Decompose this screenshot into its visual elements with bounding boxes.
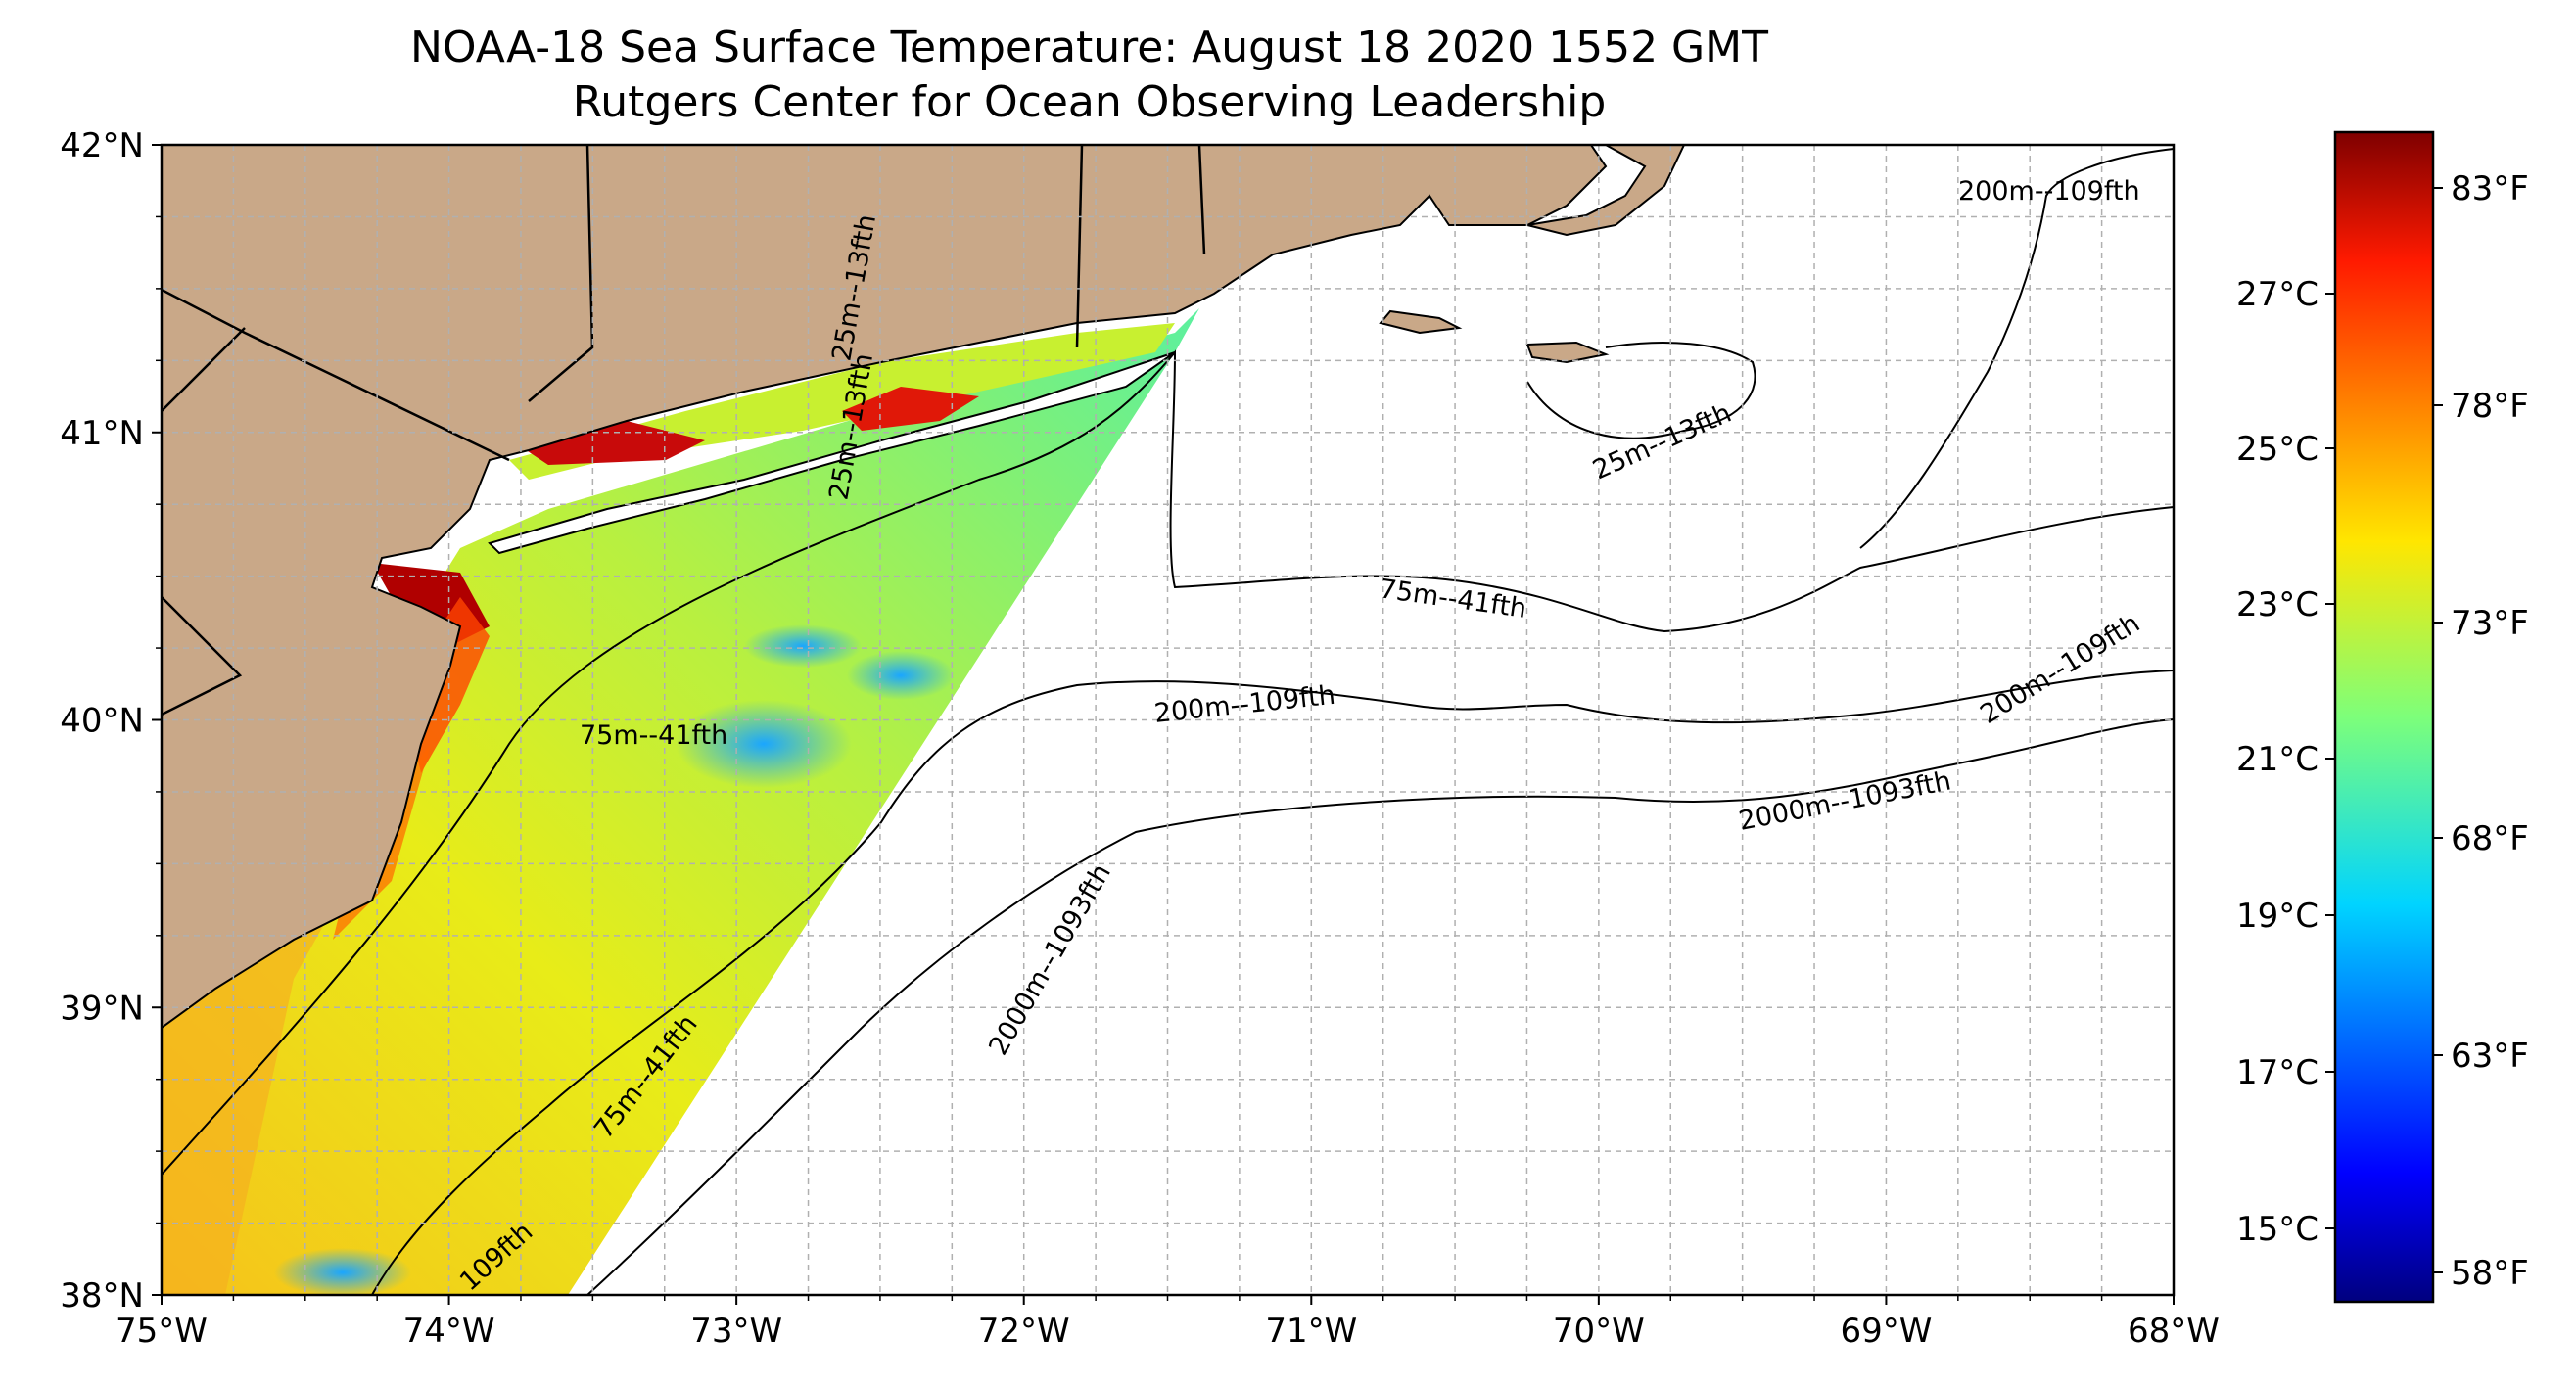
contour-200m — [371, 670, 2174, 1295]
land-new-england — [162, 145, 1608, 1030]
x-tick-label: 72°W — [978, 1312, 1070, 1351]
colorbar-fahrenheit-label: 73°F — [2451, 604, 2529, 643]
colorbar-celsius-label: 21°C — [2236, 740, 2318, 779]
cool-water-patch — [274, 1248, 411, 1295]
warm-water — [842, 387, 979, 431]
colorbar-celsius-label: 19°C — [2236, 897, 2318, 936]
colorbar-celsius-label: 27°C — [2236, 275, 2318, 314]
sst-swath — [162, 308, 1199, 1295]
x-tick-label: 71°W — [1265, 1312, 1357, 1351]
colorbar-fahrenheit-label: 58°F — [2451, 1254, 2529, 1293]
colorbar-celsius-ticks: 27°C 25°C 23°C 21°C 19°C 17°C 15°C — [2236, 275, 2335, 1249]
y-tick-label: 39°N — [60, 989, 144, 1028]
x-tick-label: 70°W — [1553, 1312, 1645, 1351]
colorbar-celsius-label: 17°C — [2236, 1053, 2318, 1092]
colorbar-celsius-label: 15°C — [2236, 1210, 2318, 1249]
x-tick-label: 68°W — [2128, 1312, 2220, 1351]
land-nantucket — [1525, 341, 1610, 364]
map-gridlines — [162, 145, 2174, 1295]
colorbar-fahrenheit-label: 83°F — [2451, 169, 2529, 208]
land-long-island — [488, 351, 1176, 555]
state-border — [162, 596, 243, 716]
contour-200m-east — [1859, 148, 2174, 549]
colorbar-fahrenheit-ticks: 83°F 78°F 73°F 68°F 63°F 58°F — [2433, 169, 2529, 1293]
state-border — [528, 145, 594, 402]
colorbar-fahrenheit-label: 78°F — [2451, 387, 2529, 426]
x-tick-label: 75°W — [116, 1312, 208, 1351]
state-border — [162, 327, 246, 412]
colorbar-fahrenheit-label: 68°F — [2451, 819, 2529, 858]
land-marthas-vineyard — [1379, 309, 1463, 335]
state-border — [162, 288, 510, 462]
state-border — [1075, 145, 1084, 348]
chart-title: NOAA-18 Sea Surface Temperature: August … — [410, 23, 1768, 72]
colorbar-celsius-label: 25°C — [2236, 430, 2318, 469]
contour-label: 75m--41fth — [580, 720, 727, 751]
y-tick-label: 40°N — [60, 702, 144, 741]
contour-25m — [1526, 342, 1756, 439]
colorbar-celsius-label: 23°C — [2236, 585, 2318, 624]
colorbar — [2333, 130, 2435, 1304]
cool-water-patch — [676, 700, 852, 788]
x-axis: 75°W 74°W 73°W 72°W 71°W 70°W 69°W 68°W — [116, 1295, 2220, 1351]
x-tick-label: 73°W — [690, 1312, 782, 1351]
y-axis: 38°N 39°N 40°N 41°N 42°N — [60, 126, 162, 1316]
land-cape-cod — [1526, 145, 1686, 237]
contour-label: 200m--109fth — [1958, 176, 2140, 207]
y-tick-label: 38°N — [60, 1276, 144, 1316]
contour-75m — [162, 349, 2174, 1176]
cool-water-patch — [744, 624, 862, 668]
y-tick-label: 42°N — [60, 126, 144, 165]
chart-subtitle: Rutgers Center for Ocean Observing Leade… — [572, 77, 1607, 127]
x-tick-label: 69°W — [1840, 1312, 1932, 1351]
y-tick-label: 41°N — [60, 414, 144, 453]
x-tick-label: 74°W — [403, 1312, 495, 1351]
cool-water-patch — [847, 651, 955, 700]
state-border — [1197, 145, 1206, 255]
colorbar-fahrenheit-label: 63°F — [2451, 1037, 2529, 1076]
